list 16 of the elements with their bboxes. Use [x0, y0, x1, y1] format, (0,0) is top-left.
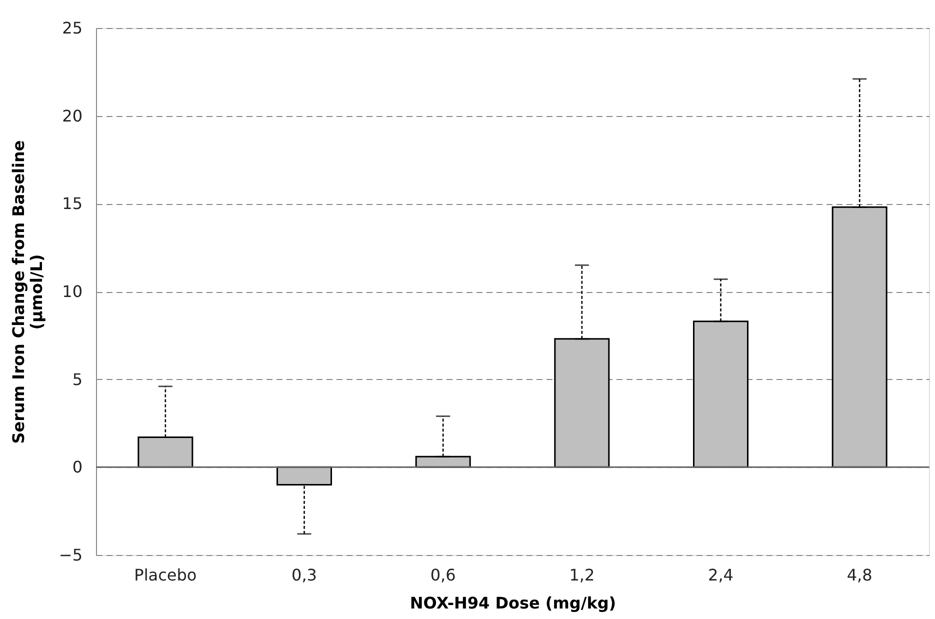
- x-tick-label: 0,6: [430, 566, 456, 584]
- y-tick-label: 25: [62, 18, 82, 38]
- y-tick-label: 0: [72, 458, 82, 477]
- x-tick-label: 2,4: [708, 566, 734, 584]
- x-tick-label: 0,3: [292, 566, 317, 584]
- x-tick-label: Placebo: [134, 566, 197, 584]
- y-tick-label: −5: [58, 546, 82, 564]
- y-tick-label: 20: [62, 106, 82, 126]
- y-axis-title: Serum Iron Change from Baseline (µmol/L): [8, 140, 46, 444]
- y-tick-label: 15: [62, 194, 82, 214]
- y-tick-label: 5: [72, 370, 82, 389]
- bar: [276, 466, 332, 486]
- y-tick-label: 10: [62, 282, 82, 301]
- x-tick-label: 1,2: [569, 566, 595, 584]
- x-tick-label: 4,8: [846, 566, 872, 584]
- x-axis-title: NOX-H94 Dose (mg/kg): [410, 594, 616, 612]
